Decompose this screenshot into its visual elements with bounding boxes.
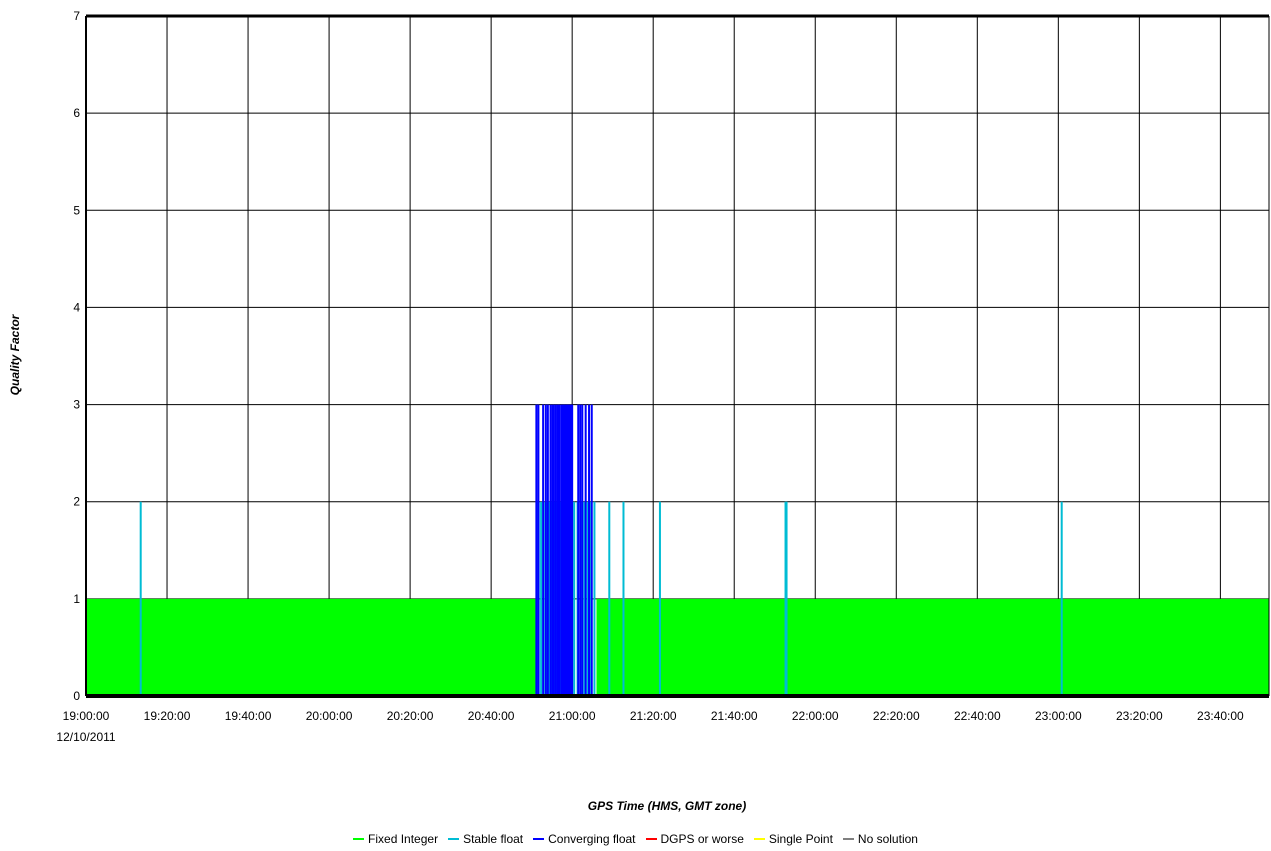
legend-swatch bbox=[353, 837, 365, 840]
legend-label: No solution bbox=[857, 832, 918, 846]
x-tick-label: 22:20:00 bbox=[873, 709, 920, 723]
x-tick-label: 23:00:00 bbox=[1035, 709, 1082, 723]
y-tick-label: 2 bbox=[73, 495, 80, 509]
legend-item: Single Point bbox=[753, 832, 833, 846]
legend-label: Single Point bbox=[768, 832, 833, 846]
legend-item: Converging float bbox=[533, 832, 636, 846]
plot-frame bbox=[85, 14, 1270, 698]
x-tick-label: 20:00:00 bbox=[306, 709, 353, 723]
legend-swatch bbox=[448, 837, 460, 840]
legend-swatch bbox=[842, 837, 854, 840]
x-tick-label: 21:00:00 bbox=[549, 709, 596, 723]
legend-swatch bbox=[645, 837, 657, 840]
legend-swatch bbox=[753, 837, 765, 840]
x-date-label: 12/10/2011 bbox=[56, 730, 115, 744]
plot-area bbox=[86, 16, 1269, 696]
legend: Fixed Integer Stable float Converging floa… bbox=[0, 832, 1271, 846]
y-tick-label: 1 bbox=[73, 592, 80, 606]
y-axis-title: Quality Factor bbox=[8, 313, 22, 395]
tick-labels: 0 1 2 3 4 5 6 7 19:00:00 19:20:00 19:40:00 20:00:00… bbox=[63, 9, 1244, 723]
x-tick-label: 23:40:00 bbox=[1197, 709, 1244, 723]
x-tick-label: 22:00:00 bbox=[792, 709, 839, 723]
legend-item: Stable float bbox=[448, 832, 523, 846]
fixed-integer-block bbox=[596, 598, 1269, 696]
y-tick-label: 5 bbox=[73, 203, 80, 217]
legend-label: DGPS or worse bbox=[660, 832, 744, 846]
legend-label: Stable float bbox=[463, 832, 524, 846]
legend-item: Fixed Integer bbox=[353, 832, 438, 846]
gridlines bbox=[86, 16, 1269, 696]
chart-marks bbox=[86, 404, 1269, 696]
x-tick-label: 22:40:00 bbox=[954, 709, 1001, 723]
y-tick-label: 7 bbox=[73, 9, 80, 23]
y-tick-label: 3 bbox=[73, 398, 80, 412]
y-tick-label: 4 bbox=[73, 300, 80, 314]
y-tick-label: 0 bbox=[73, 689, 80, 703]
x-tick-label: 23:20:00 bbox=[1116, 709, 1163, 723]
legend-swatch bbox=[533, 837, 545, 840]
x-tick-label: 20:40:00 bbox=[468, 709, 515, 723]
x-tick-label: 19:40:00 bbox=[225, 709, 272, 723]
y-tick-label: 6 bbox=[73, 106, 80, 120]
legend-label: Converging float bbox=[548, 832, 636, 846]
x-tick-label: 19:00:00 bbox=[63, 709, 110, 723]
x-axis-title: GPS Time (HMS, GMT zone) bbox=[588, 799, 746, 813]
x-tick-label: 19:20:00 bbox=[144, 709, 191, 723]
x-tick-label: 21:40:00 bbox=[711, 709, 758, 723]
fixed-integer-block bbox=[86, 598, 536, 696]
legend-item: DGPS or worse bbox=[645, 832, 744, 846]
x-tick-label: 20:20:00 bbox=[387, 709, 434, 723]
legend-item: No solution bbox=[842, 832, 918, 846]
legend-label: Fixed Integer bbox=[368, 832, 439, 846]
x-tick-label: 21:20:00 bbox=[630, 709, 677, 723]
